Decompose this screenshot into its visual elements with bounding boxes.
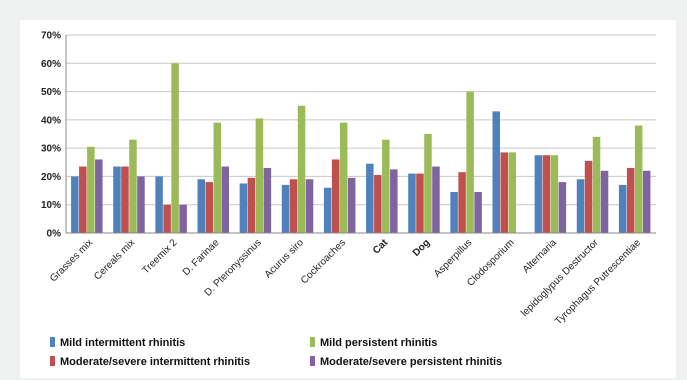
bar [113, 166, 121, 233]
bar [466, 91, 474, 233]
legend-swatch [50, 337, 55, 347]
y-tick-label: 70% [41, 31, 61, 42]
bar [634, 125, 643, 233]
bar [339, 122, 348, 233]
y-tick-label: 40% [41, 115, 61, 126]
bar [432, 166, 440, 233]
x-category-label: Acurus siro [263, 237, 306, 280]
bar [424, 134, 432, 233]
bar [255, 118, 264, 233]
y-tick-label: 20% [41, 172, 61, 183]
bar [197, 179, 205, 233]
bar [205, 182, 213, 233]
bar [382, 139, 390, 233]
legend-label: Moderate/severe persistent rhinitis [320, 356, 502, 368]
legend-label: Mild persistent rhinitis [320, 337, 437, 349]
bar [297, 105, 306, 233]
y-tick-label: 60% [41, 59, 61, 70]
y-tick-label: 30% [41, 144, 61, 155]
x-category-label: Alternaria [521, 237, 559, 275]
bar [558, 182, 567, 233]
bar [95, 159, 103, 233]
bar [492, 111, 500, 233]
axes [65, 35, 656, 234]
legend: Mild intermittent rhinitis Moderate/sever… [50, 337, 502, 368]
bar [331, 159, 340, 233]
bar [626, 167, 635, 233]
x-category-label: Tyrophagus Putrescentiae [553, 237, 643, 327]
bar [576, 179, 585, 233]
bar [534, 155, 543, 233]
bar [71, 176, 79, 233]
bar [87, 146, 95, 233]
legend-swatch [50, 356, 55, 366]
x-category-label: Asperpillus [432, 237, 474, 279]
bar [163, 204, 171, 233]
legend-label: Mild intermittent rhinitis [60, 337, 185, 349]
bar [323, 187, 332, 233]
x-category-label: Cat [371, 237, 391, 257]
bar [408, 173, 416, 233]
chart-panel: 0% 10% 20% 30% 40% 50% 60% 70% Grasses mix Cerea… [20, 20, 676, 378]
bar [450, 191, 458, 233]
x-category-label: Dog [411, 237, 433, 259]
bar [584, 160, 593, 233]
legend-swatch [310, 337, 315, 347]
bar [129, 139, 137, 233]
bar [542, 155, 551, 233]
bar [305, 179, 314, 233]
bar [550, 155, 559, 233]
bar [171, 63, 179, 234]
y-tick-label: 10% [41, 200, 61, 211]
x-category-label: Grasses mix [48, 237, 95, 284]
bar [458, 172, 466, 233]
bar [221, 166, 229, 233]
bar [366, 163, 374, 233]
legend-label: Moderate/severe intermittent rhinitis [60, 356, 250, 368]
bar [500, 152, 508, 233]
bar [600, 170, 609, 233]
grid-lines [66, 34, 656, 234]
x-category-label: Cockroaches [299, 237, 348, 286]
bar [263, 167, 272, 233]
bar [121, 166, 129, 233]
bar [416, 173, 424, 233]
bar [508, 152, 516, 233]
legend-swatch [310, 356, 315, 366]
bar [239, 183, 248, 233]
y-axis-tick-labels: 0% 10% 20% 30% 40% 50% 60% 70% [41, 31, 61, 240]
x-category-label: Cereals mix [92, 237, 137, 282]
bar [289, 179, 298, 233]
bar [618, 184, 627, 233]
bar [213, 122, 221, 233]
bar [281, 184, 290, 233]
bar [592, 136, 601, 233]
x-category-label: Treemix 2 [141, 237, 180, 276]
bar [79, 166, 87, 233]
bar [390, 169, 398, 233]
bar [247, 177, 256, 233]
bar [474, 191, 482, 233]
bar [642, 170, 651, 233]
bar [155, 176, 163, 233]
y-tick-label: 0% [47, 229, 62, 240]
x-category-label: lepidoglypus Destructor [519, 237, 601, 319]
bar [347, 177, 356, 233]
y-tick-label: 50% [41, 87, 61, 98]
bar-chart: 0% 10% 20% 30% 40% 50% 60% 70% Grasses mixCerea… [41, 31, 656, 368]
bar [137, 176, 145, 233]
x-category-label: D. Farinae [181, 237, 222, 278]
bar [179, 204, 187, 233]
bars [71, 63, 651, 234]
bar [374, 175, 382, 233]
